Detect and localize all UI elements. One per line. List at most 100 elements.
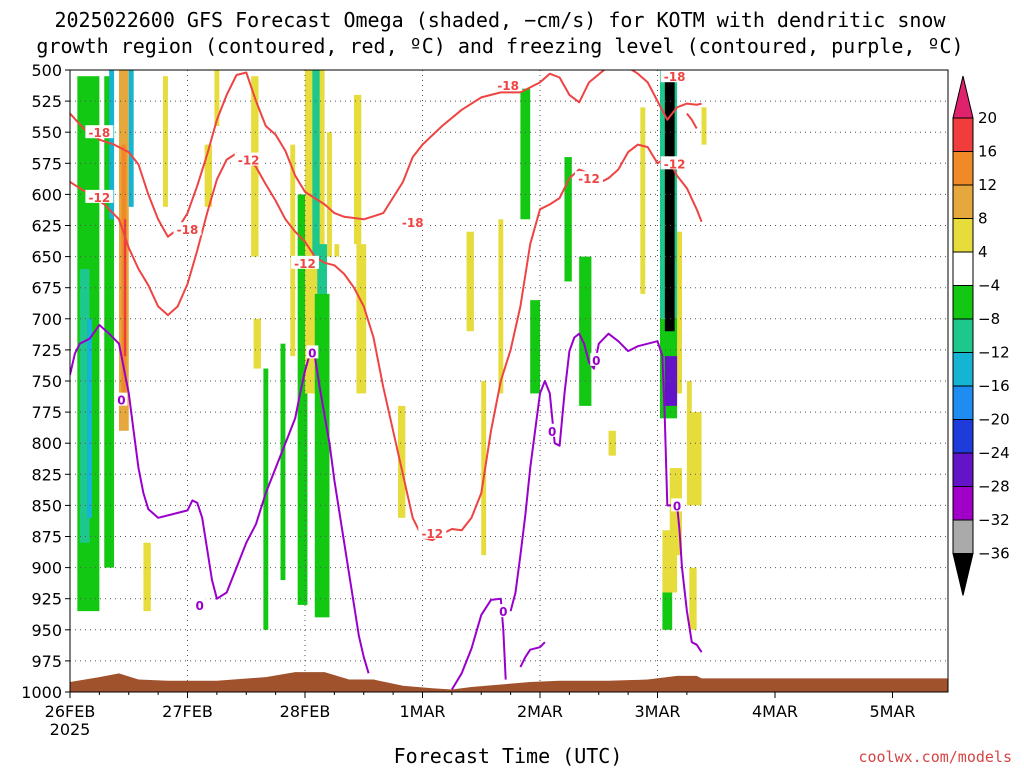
omega-cell	[253, 318, 261, 369]
omega-cell	[398, 405, 406, 518]
omega-cell	[312, 70, 320, 257]
freezing-contour-label-bg	[115, 392, 128, 406]
omega-cell	[87, 318, 93, 518]
colorbar-swatch	[952, 318, 974, 353]
y-tick-label: 925	[31, 590, 62, 609]
y-tick-label: 650	[31, 248, 62, 267]
dgz-contour-line	[686, 112, 698, 129]
omega-cell	[204, 144, 212, 207]
y-tick-label: 675	[31, 279, 62, 298]
freezing-contour-label: 0	[117, 394, 125, 408]
omega-cell	[79, 269, 90, 543]
freezing-contour-label: 0	[499, 605, 507, 619]
x-tick-label: 4MAR	[752, 702, 798, 721]
omega-cell	[564, 157, 572, 282]
dgz-contour-label-bg	[173, 222, 202, 236]
dgz-contour-label: -12	[89, 191, 111, 205]
x-tick-label: 1MAR	[399, 702, 445, 721]
omega-cell	[498, 219, 504, 394]
freezing-level-contour-line	[70, 324, 370, 674]
colorbar-swatch	[952, 117, 974, 152]
dgz-contour-label-bg	[574, 171, 603, 185]
omega-cell	[290, 144, 296, 357]
omega-cell	[520, 88, 531, 220]
y-tick-label: 975	[31, 652, 62, 671]
colorbar-swatch	[952, 419, 974, 454]
omega-cell	[128, 70, 134, 207]
colorbar-swatch	[952, 452, 974, 487]
dgz-contour-label: -12	[294, 257, 316, 271]
y-axis-pressure: 500 525 550 575 600 625 650 675 700 725 750 775 800 8…	[21, 61, 70, 702]
colorbar-label: −24	[978, 444, 1010, 462]
omega-cell	[579, 318, 582, 326]
colorbar-swatch	[952, 519, 974, 554]
x-tick-label: 3MAR	[634, 702, 680, 721]
omega-cell	[104, 76, 115, 568]
omega-cell	[686, 381, 692, 431]
colorbar-swatch	[952, 352, 974, 387]
dgz-contour-label: -18	[89, 126, 111, 140]
dgz-contour-label-bg	[85, 189, 114, 203]
freezing-contour-label-bg	[497, 604, 510, 618]
dgz-contour-label-bg	[660, 156, 689, 170]
dgz-contour-label-bg	[494, 77, 523, 91]
colorbar-swatch	[952, 385, 974, 420]
dgz-contour-label-bg	[85, 125, 114, 139]
y-tick-label: 725	[31, 341, 62, 360]
chart-title-line-2: growth region (contoured, red, ºC) and f…	[36, 34, 963, 58]
omega-cell	[334, 244, 340, 257]
omega-cell	[662, 592, 673, 630]
omega-cell	[263, 368, 269, 630]
omega-cell	[689, 567, 697, 630]
x-tick-label: 2025	[50, 720, 91, 739]
y-tick-label: 950	[31, 621, 62, 640]
colorbar-swatch	[952, 151, 974, 186]
colorbar-swatch	[952, 218, 974, 253]
freezing-contour-label: 0	[548, 425, 556, 439]
freezing-contour-label: 0	[308, 346, 316, 360]
terrain-surface	[70, 672, 948, 692]
dgz-contour-label-bg	[234, 152, 263, 166]
dgz-contour-line	[70, 143, 703, 542]
dgz-contour-label: -12	[578, 172, 600, 186]
colorbar-label: −16	[978, 377, 1010, 395]
x-tick-label: 27FEB	[162, 702, 213, 721]
freezing-contour-label-bg	[546, 423, 559, 437]
colorbar-label: −32	[978, 511, 1010, 529]
colorbar-swatch	[952, 285, 974, 320]
y-tick-label: 600	[31, 185, 62, 204]
omega-cell	[327, 132, 332, 257]
omega-cell	[163, 76, 168, 207]
y-tick-label: 850	[31, 496, 62, 515]
omega-cell	[674, 231, 682, 394]
omega-cell	[662, 530, 678, 593]
dgz-contour-label-bg	[418, 525, 447, 539]
omega-cell	[314, 293, 330, 618]
freezing-contour-label-bg	[671, 498, 684, 512]
dgz-contour-label: -18	[497, 79, 519, 93]
y-tick-label: 800	[31, 434, 62, 453]
dgz-contour-label: -12	[664, 157, 686, 171]
omega-cell	[579, 256, 592, 406]
omega-cell	[280, 343, 286, 581]
y-tick-label: 875	[31, 528, 62, 547]
dgz-contour-label: -18	[177, 223, 199, 237]
y-tick-label: 625	[31, 217, 62, 236]
y-tick-label: 775	[31, 403, 62, 422]
y-tick-label: 700	[31, 310, 62, 329]
freezing-level-contour-line	[451, 597, 507, 691]
y-tick-label: 825	[31, 465, 62, 484]
x-axis-title: Forecast Time (UTC)	[394, 744, 623, 768]
dgz-contour-label: -18	[402, 216, 424, 230]
dgz-contour-label: -18	[664, 70, 686, 84]
colorbar-label: −28	[978, 478, 1010, 496]
colorbar-label: −36	[978, 545, 1010, 563]
freezing-level-contour-line	[519, 641, 546, 668]
colorbar-label: −4	[978, 277, 1000, 295]
omega-cell	[608, 430, 616, 456]
plot-area: -18 -12 -18 -12 -12 -18 -12 -18 -12 -18 -12 0 0 0 0 0 0 0	[69, 69, 949, 693]
y-tick-label: 900	[31, 559, 62, 578]
omega-cell	[686, 412, 702, 506]
colorbar-bottom-arrow	[952, 553, 974, 596]
colorbar-label: 16	[978, 143, 997, 161]
